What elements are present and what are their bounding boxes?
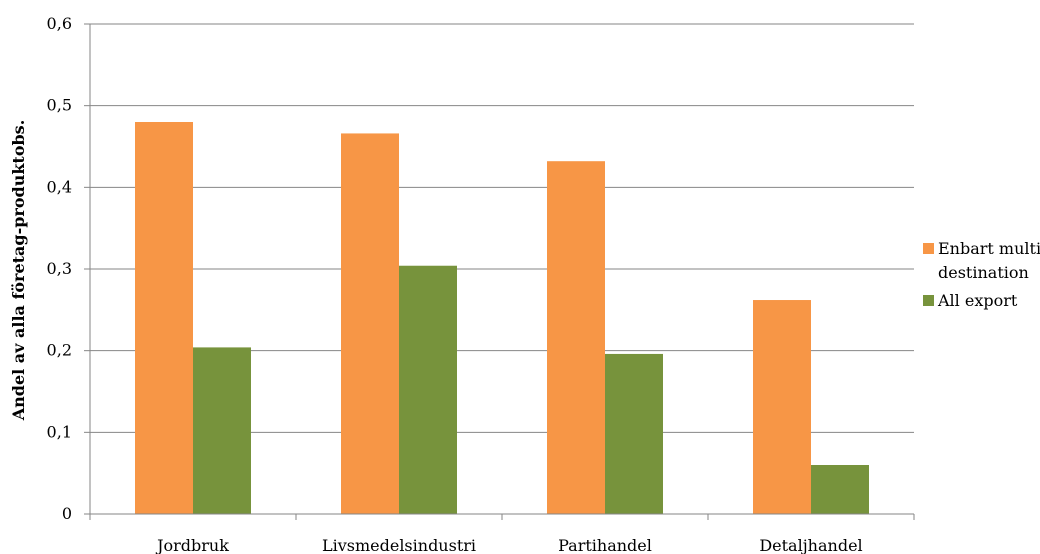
bar-livsmedelsindustri-enbart-multi-destination <box>341 133 399 514</box>
bar-livsmedelsindustri-all-export <box>399 265 457 514</box>
y-tick-label: 0,3 <box>47 259 72 278</box>
legend-swatch <box>923 295 934 306</box>
legend-label: Enbart multi- <box>938 239 1040 258</box>
y-tick-label: 0,4 <box>47 177 72 196</box>
legend: Enbart multi-destination All export <box>923 239 1040 310</box>
x-category-label: Partihandel <box>558 536 652 554</box>
bar-jordbruk-all-export <box>193 347 251 514</box>
y-tick-label: 0,2 <box>47 341 72 360</box>
legend-label: All export <box>937 291 1018 310</box>
x-category-label: Jordbruk <box>155 536 229 554</box>
legend-item: Enbart multi-destination <box>923 239 1040 282</box>
x-category-label: Livsmedelsindustri <box>322 536 476 554</box>
y-tick-label: 0,5 <box>47 96 72 115</box>
bar-partihandel-enbart-multi-destination <box>547 161 605 514</box>
bar-jordbruk-enbart-multi-destination <box>135 122 193 514</box>
y-tick-label: 0 <box>62 504 72 523</box>
x-axis-categories: Jordbruk Livsmedelsindustri Partihandel Det… <box>89 514 915 554</box>
bar-detaljhandel-enbart-multi-destination <box>753 300 811 514</box>
x-category-label: Detaljhandel <box>759 536 862 554</box>
legend-label: destination <box>938 263 1029 282</box>
legend-swatch <box>923 243 934 254</box>
y-tick-label: 0,1 <box>47 422 72 441</box>
bar-partihandel-all-export <box>605 353 663 514</box>
bar-detaljhandel-all-export <box>811 465 869 514</box>
y-axis-label: Andel av alla företag-produktobs. <box>9 120 28 422</box>
bars <box>135 122 869 514</box>
y-tick-label: 0,6 <box>47 14 72 33</box>
y-axis-ticks: 0 0,1 0,2 0,3 0,4 0,5 0,6 <box>47 14 90 523</box>
legend-item: All export <box>923 291 1018 310</box>
